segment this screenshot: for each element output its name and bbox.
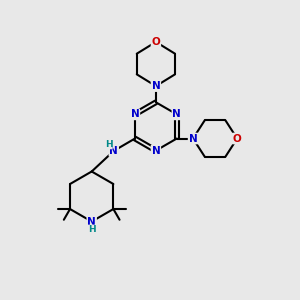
Text: N: N (189, 134, 197, 143)
Text: H: H (88, 225, 95, 234)
Text: N: N (152, 81, 160, 91)
Text: O: O (233, 134, 242, 143)
Text: N: N (172, 110, 181, 119)
Text: N: N (130, 110, 140, 119)
Text: N: N (152, 146, 160, 156)
Text: N: N (87, 217, 96, 226)
Text: H: H (105, 140, 112, 149)
Text: O: O (152, 37, 160, 47)
Text: N: N (110, 146, 118, 156)
